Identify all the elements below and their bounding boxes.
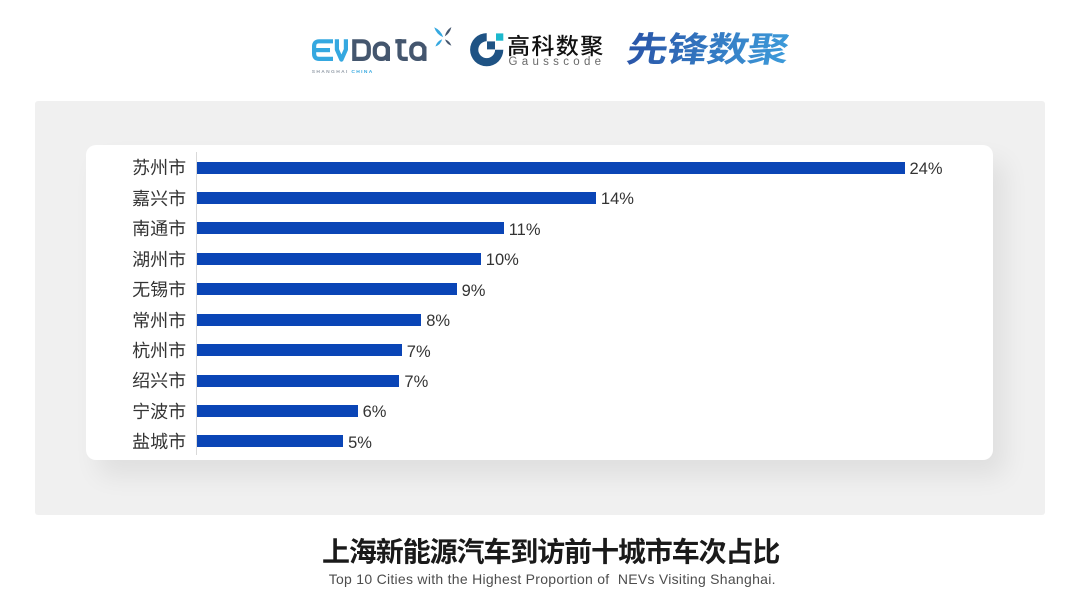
svg-text:SHANGHAI CHINA: SHANGHAI CHINA xyxy=(312,69,374,75)
